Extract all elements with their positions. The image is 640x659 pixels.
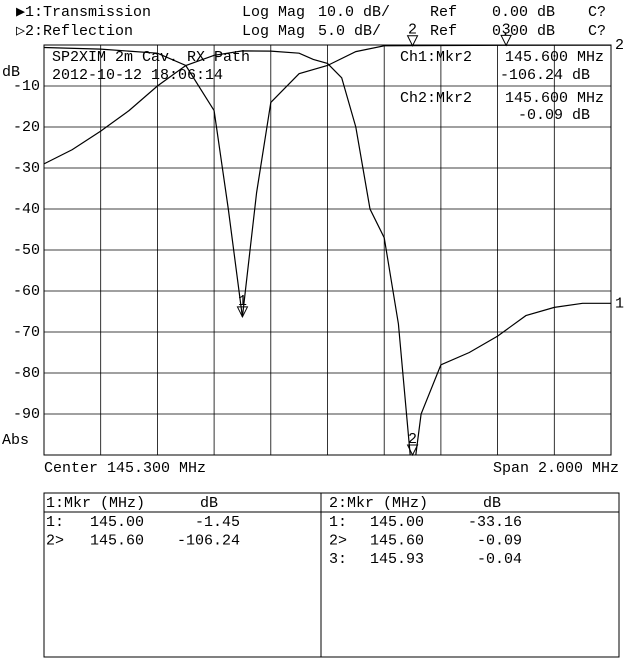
table-cell: 2> [46, 532, 64, 549]
table-cell: -0.04 [477, 551, 522, 568]
table-cell: -106.24 [177, 532, 240, 549]
table-header: 1:Mkr (MHz) [46, 495, 145, 512]
trace-name: ▷2:Reflection [16, 23, 133, 40]
trace-format: Log Mag [242, 23, 305, 40]
marker [406, 444, 419, 457]
table-header: dB [200, 495, 218, 512]
table-cell: 1: [46, 514, 64, 531]
annotation: SP2XIM 2m Cav. RX Path [52, 49, 250, 66]
table-header: 2:Mkr (MHz) [329, 495, 428, 512]
trace-ref-label: Ref [430, 23, 457, 40]
y-tick-label: -10 [13, 78, 40, 95]
annotation: 2012-10-12 18:06:14 [52, 67, 223, 84]
trace-name: ▶1:Transmission [16, 4, 151, 21]
table-cell: 145.00 [90, 514, 144, 531]
table-cell: 1: [329, 514, 347, 531]
marker-label: 2 [408, 431, 417, 448]
readout-channel: Ch1:Mkr2 [400, 49, 472, 66]
trace-end-label: 2 [615, 37, 624, 54]
marker [406, 35, 419, 47]
table-cell: -1.45 [195, 514, 240, 531]
marker-label: 3 [502, 21, 511, 38]
span: Span 2.000 MHz [493, 460, 619, 477]
trace-end-label: 1 [615, 295, 624, 312]
trace-cal: C? [588, 4, 606, 21]
marker-label: 1 [238, 293, 247, 310]
readout-channel: Ch2:Mkr2 [400, 90, 472, 107]
y-unit: dB [2, 64, 20, 81]
trace-scale: 10.0 dB/ [318, 4, 390, 21]
table-cell: -33.16 [468, 514, 522, 531]
table-cell: 2> [329, 532, 347, 549]
table-cell: 3: [329, 551, 347, 568]
y-tick-label: -80 [13, 365, 40, 382]
marker [236, 306, 249, 319]
table-cell: -0.09 [477, 532, 522, 549]
table-cell: 145.00 [370, 514, 424, 531]
table-cell: 145.93 [370, 551, 424, 568]
y-tick-label: -50 [13, 242, 40, 259]
y-tick-label: -30 [13, 160, 40, 177]
y-tick-label: -70 [13, 324, 40, 341]
marker [500, 34, 512, 47]
y-tick-label: -20 [13, 119, 40, 136]
trace-format: Log Mag [242, 4, 305, 21]
trace-cal: C? [588, 23, 606, 40]
table-cell: 145.60 [90, 532, 144, 549]
y-tick-label: -60 [13, 283, 40, 300]
y-tick-label: -90 [13, 406, 40, 423]
table-cell: 145.60 [370, 532, 424, 549]
trace-ref: 0.00 dB [492, 4, 555, 21]
trace-ref-label: Ref [430, 4, 457, 21]
y-format: Abs [2, 432, 29, 449]
y-tick-label: -40 [13, 201, 40, 218]
marker-label: 2 [408, 22, 417, 39]
trace [44, 50, 611, 455]
readout-value: -106.24 dB [500, 67, 590, 84]
table-frame [43, 492, 620, 658]
trace-scale: 5.0 dB/ [318, 23, 381, 40]
table-header: dB [483, 495, 501, 512]
trace [44, 45, 611, 317]
center-freq: Center 145.300 MHz [44, 460, 206, 477]
